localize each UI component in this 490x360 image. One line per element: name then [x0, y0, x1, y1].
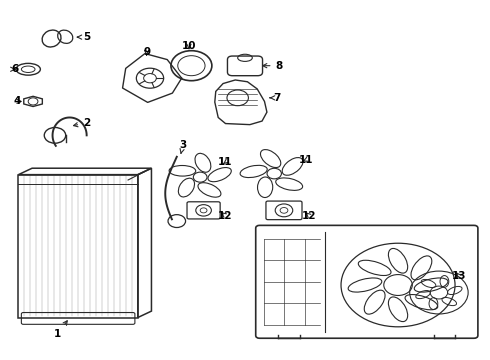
Text: 13: 13	[452, 271, 466, 282]
Text: 5: 5	[77, 32, 90, 42]
Text: 10: 10	[182, 41, 196, 51]
Text: 1: 1	[54, 321, 67, 339]
Text: 2: 2	[74, 118, 90, 128]
Text: 4: 4	[13, 96, 21, 107]
Text: 3: 3	[179, 140, 187, 153]
Text: 12: 12	[218, 211, 233, 221]
Text: 12: 12	[302, 211, 317, 221]
Text: 6: 6	[11, 64, 19, 74]
Text: 8: 8	[263, 61, 283, 71]
Text: 9: 9	[143, 48, 150, 58]
Text: 11: 11	[298, 155, 313, 165]
Text: 7: 7	[270, 93, 280, 103]
Text: 11: 11	[218, 157, 233, 167]
